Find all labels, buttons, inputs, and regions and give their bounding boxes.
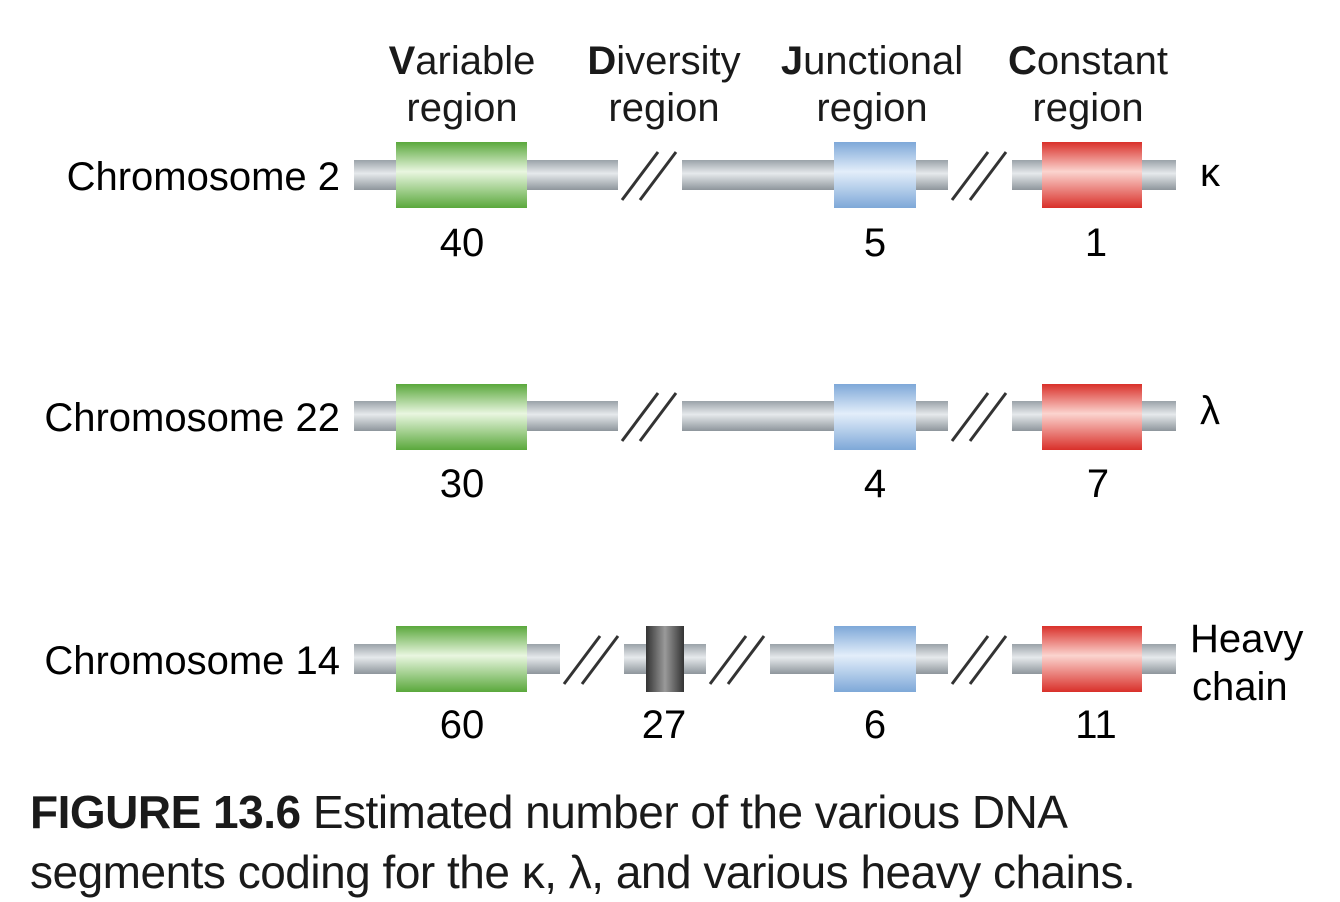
break-mark: [618, 392, 682, 442]
break-mark: [948, 635, 1012, 685]
constant-segment: [1042, 384, 1142, 450]
header-constant-line2: region: [1032, 86, 1143, 130]
header-variable-line2: region: [406, 86, 517, 130]
header-diversity-line2: region: [608, 86, 719, 130]
chromosome-label: Chromosome 22: [44, 396, 340, 440]
constant-segment: [1042, 626, 1142, 692]
junctional-segment: [834, 626, 916, 692]
junctional-segment: [834, 384, 916, 450]
chain-label-kappa: κ: [1200, 151, 1221, 195]
figure-caption: FIGURE 13.6 Estimated number of the vari…: [30, 782, 1320, 902]
figure-label: FIGURE 13.6: [30, 786, 301, 838]
count-variable: 60: [440, 703, 485, 747]
count-variable: 40: [440, 221, 485, 265]
constant-segment: [1042, 142, 1142, 208]
count-junctional: 6: [864, 703, 886, 747]
variable-segment: [396, 626, 527, 692]
count-constant: 1: [1085, 221, 1107, 265]
header-junctional-line2: region: [816, 86, 927, 130]
count-constant: 7: [1087, 462, 1109, 506]
caption-text-line2: segments coding for the κ, λ, and variou…: [30, 846, 1136, 898]
caption-text-line1: Estimated number of the various DNA: [300, 786, 1068, 838]
chromosome-label: Chromosome 2: [67, 155, 340, 199]
break-mark: [706, 635, 770, 685]
chain-label-heavy: Heavy: [1190, 617, 1303, 661]
junctional-segment: [834, 142, 916, 208]
count-diversity: 27: [642, 703, 687, 747]
row-chromosome-14: Chromosome 14 Heavy chain 60 27 6 11: [44, 617, 1303, 747]
chain-label-heavy-line2: chain: [1192, 665, 1288, 709]
row-chromosome-22: Chromosome 22 λ 30 4 7: [44, 384, 1220, 506]
diversity-segment: [646, 626, 684, 692]
break-mark: [618, 151, 682, 201]
chromosome-label: Chromosome 14: [44, 639, 340, 683]
count-constant: 11: [1075, 703, 1117, 747]
header-constant: Constant: [1008, 39, 1168, 83]
count-variable: 30: [440, 462, 485, 506]
header-variable: Variable: [389, 39, 536, 83]
variable-segment: [396, 142, 527, 208]
header-diversity: Diversity: [587, 39, 740, 83]
chain-label-lambda: λ: [1200, 389, 1220, 433]
break-mark: [948, 151, 1012, 201]
variable-segment: [396, 384, 527, 450]
count-junctional: 5: [864, 221, 886, 265]
count-junctional: 4: [864, 462, 886, 506]
row-chromosome-2: Chromosome 2 κ 40 5 1: [67, 142, 1221, 265]
break-mark: [560, 635, 624, 685]
break-mark: [948, 392, 1012, 442]
header-junctional: Junctional: [781, 39, 963, 83]
